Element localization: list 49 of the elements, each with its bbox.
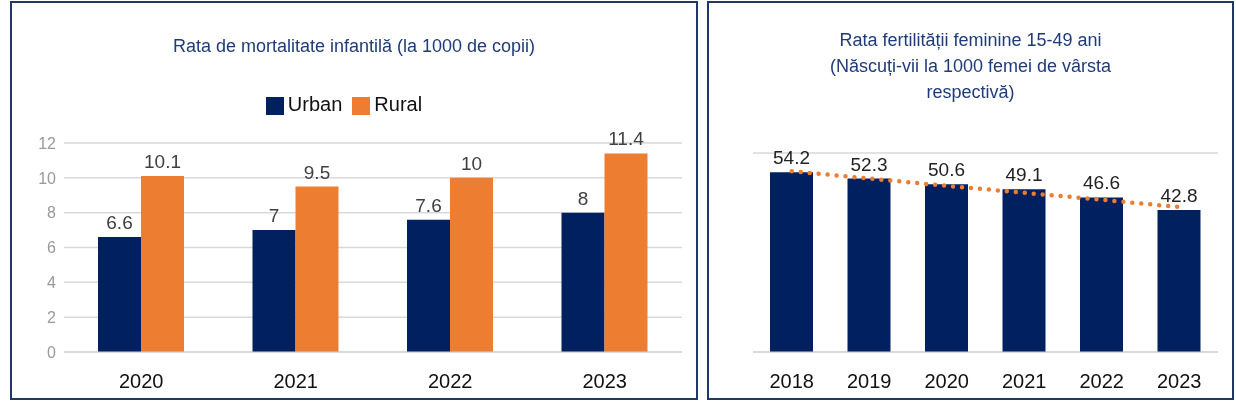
data-label: 6.6 <box>106 212 133 234</box>
x-tick-label: 2022 <box>1079 370 1124 393</box>
y-tick-label: 8 <box>47 204 57 222</box>
bar <box>450 177 493 352</box>
bar <box>295 186 339 352</box>
x-tick-label: 2021 <box>1002 370 1047 393</box>
y-tick-label: 10 <box>38 169 57 187</box>
data-label: 46.6 <box>1083 172 1120 194</box>
x-tick-label: 2018 <box>769 370 814 393</box>
bar <box>141 176 184 352</box>
data-label: 49.1 <box>1005 164 1043 186</box>
bar <box>847 178 891 352</box>
chart-title: Rata fertilității feminine 15-49 ani (Născuți-vii la 1000 femei de vârsta respectivă) <box>828 29 1113 104</box>
chart-title: Rata de mortalitate infantilă (la 1000 de copii) <box>171 35 537 58</box>
data-label: 50.6 <box>928 159 965 181</box>
y-tick-label: 2 <box>47 308 57 326</box>
data-label: 52.3 <box>850 153 888 175</box>
legend-label: Urban <box>287 93 343 115</box>
y-tick-label: 6 <box>47 239 57 257</box>
data-label: 9.5 <box>303 161 331 183</box>
bar <box>1080 197 1123 352</box>
x-tick-label: 2020 <box>924 370 969 393</box>
data-label: 7.6 <box>415 194 442 216</box>
bar <box>604 153 648 352</box>
data-label: 11.4 <box>608 128 645 150</box>
data-label: 10 <box>460 152 483 174</box>
x-tick-label: 2020 <box>119 370 164 393</box>
y-tick-label: 4 <box>47 274 57 292</box>
legend-label: Rural <box>374 93 423 115</box>
x-tick-label: 2022 <box>428 370 473 393</box>
y-tick-label: 12 <box>38 134 57 152</box>
bar <box>561 212 605 352</box>
x-tick-label: 2023 <box>582 370 627 393</box>
data-label: 42.8 <box>1160 185 1198 207</box>
bar <box>1157 210 1201 352</box>
bar <box>98 237 141 352</box>
data-label: 8 <box>577 187 589 209</box>
x-tick-label: 2021 <box>273 370 318 393</box>
bar <box>770 172 813 352</box>
data-label: 10.1 <box>144 151 181 173</box>
x-tick-label: 2019 <box>847 370 892 393</box>
bar <box>925 184 968 352</box>
data-label: 54.2 <box>773 147 810 169</box>
bar <box>1002 189 1046 352</box>
y-tick-label: 0 <box>47 343 57 361</box>
bar <box>407 219 450 352</box>
data-label: 7 <box>268 205 280 227</box>
x-tick-label: 2023 <box>1157 370 1202 393</box>
bar <box>252 230 296 352</box>
